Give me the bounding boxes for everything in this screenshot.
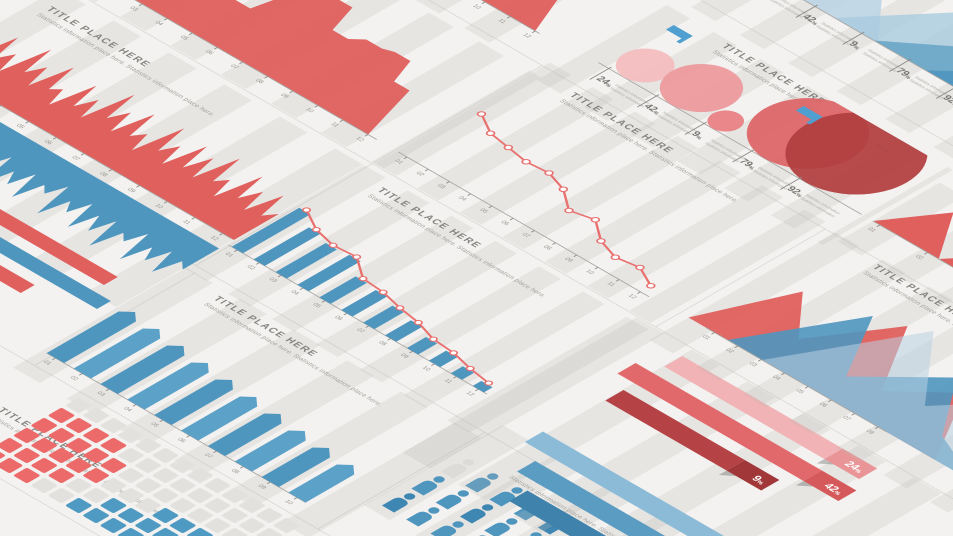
svg-text:02: 02	[724, 348, 736, 355]
svg-text:11: 11	[496, 18, 507, 24]
svg-text:07: 07	[355, 328, 367, 335]
svg-text:11: 11	[605, 281, 616, 287]
ribbon-bar-chart: 24% 42% 9%	[509, 318, 953, 536]
svg-text:09: 09	[563, 257, 575, 264]
svg-text:06: 06	[176, 437, 188, 444]
waffle-chart	[0, 372, 374, 536]
svg-text:07: 07	[70, 155, 82, 162]
bar-line-chart: 01 02 03 04 05 06 07 08 09 10 11 12	[223, 165, 650, 398]
pentagon-bar-chart: 01 02 03 04 05 06 07 08 09 10	[41, 268, 485, 506]
svg-text:07: 07	[202, 453, 214, 460]
svg-text:9%: 9%	[846, 40, 865, 51]
svg-text:05: 05	[14, 123, 26, 130]
panel-mountain-area: TITLE PLACE HERE Statistics information …	[649, 232, 953, 513]
svg-text:03: 03	[267, 277, 279, 284]
svg-text:04: 04	[153, 20, 165, 27]
mini-bar-chart	[0, 158, 152, 309]
svg-text:01: 01	[393, 159, 405, 166]
svg-text:05: 05	[178, 35, 190, 42]
svg-text:04: 04	[457, 196, 469, 203]
svg-text:09: 09	[279, 93, 291, 100]
panel-mini-bars	[0, 158, 152, 346]
svg-text:10: 10	[283, 499, 295, 506]
svg-text:07: 07	[228, 64, 240, 71]
svg-text:05: 05	[311, 302, 323, 309]
svg-text:01: 01	[700, 334, 712, 341]
svg-text:06: 06	[817, 402, 829, 409]
svg-text:05: 05	[149, 422, 161, 429]
line-chart: 01 02 03 04 05 06 07 08 09 10 11 12	[393, 63, 836, 300]
svg-text:12: 12	[208, 235, 220, 242]
svg-text:05: 05	[794, 388, 806, 395]
svg-text:08: 08	[98, 171, 110, 178]
svg-text:08: 08	[253, 78, 265, 85]
svg-text:06: 06	[333, 315, 345, 322]
svg-text:10: 10	[304, 107, 316, 114]
svg-text:10: 10	[584, 269, 596, 276]
panel-line-chart: TITLE PLACE HERE Statistics information …	[374, 62, 836, 329]
svg-text:01: 01	[866, 227, 878, 234]
svg-text:01: 01	[41, 360, 53, 367]
svg-text:12: 12	[464, 391, 476, 398]
svg-text:04: 04	[289, 290, 301, 297]
waveform-chart: 01 02 03 04 05 06 07 08 09 10 11 12	[0, 0, 364, 272]
svg-text:12: 12	[354, 136, 366, 143]
svg-text:06: 06	[203, 49, 215, 56]
svg-text:08: 08	[377, 340, 389, 347]
panel-waffle-grid: TITLE PLACE HERE Statistics information …	[0, 372, 374, 536]
svg-text:03: 03	[95, 391, 107, 398]
svg-text:10: 10	[471, 4, 483, 11]
svg-text:01: 01	[223, 252, 235, 259]
svg-text:09: 09	[125, 187, 137, 194]
svg-text:07: 07	[520, 232, 532, 239]
svg-text:04: 04	[770, 375, 782, 382]
svg-text:03: 03	[747, 361, 759, 368]
panel-waveform-chart: TITLE PLACE HERE Statistics information …	[0, 0, 364, 308]
svg-text:06: 06	[499, 220, 511, 227]
svg-text:11: 11	[442, 378, 453, 384]
svg-text:02: 02	[913, 254, 925, 261]
svg-text:9%: 9%	[688, 130, 707, 141]
svg-text:12: 12	[626, 294, 638, 301]
svg-text:03: 03	[128, 6, 140, 13]
svg-text:11: 11	[329, 122, 340, 128]
panel-pentagon-bars: TITLE PLACE HERE Statistics information …	[12, 267, 485, 536]
panel-bar-line-combo: TITLE PLACE HERE Statistics information …	[184, 165, 650, 434]
svg-text:06: 06	[42, 139, 54, 146]
svg-text:11: 11	[181, 219, 192, 225]
svg-text:12: 12	[521, 33, 533, 40]
svg-text:09: 09	[398, 353, 410, 360]
svg-text:08: 08	[541, 245, 553, 252]
svg-text:02: 02	[68, 375, 80, 382]
svg-text:10: 10	[153, 203, 165, 210]
svg-text:02: 02	[245, 264, 257, 271]
svg-text:08: 08	[864, 429, 876, 436]
panel-ribbon-bars: 24% 42% 9%	[402, 317, 953, 536]
svg-text:08: 08	[229, 468, 241, 475]
svg-text:03: 03	[435, 183, 447, 190]
mountain-area-chart: 01 02 03 04 05 06 07 08	[688, 233, 953, 490]
svg-text:05: 05	[478, 208, 490, 215]
svg-text:04: 04	[122, 406, 134, 413]
svg-text:07: 07	[841, 415, 853, 422]
svg-text:02: 02	[414, 171, 426, 178]
svg-text:09: 09	[256, 484, 268, 491]
svg-text:10: 10	[420, 366, 432, 373]
